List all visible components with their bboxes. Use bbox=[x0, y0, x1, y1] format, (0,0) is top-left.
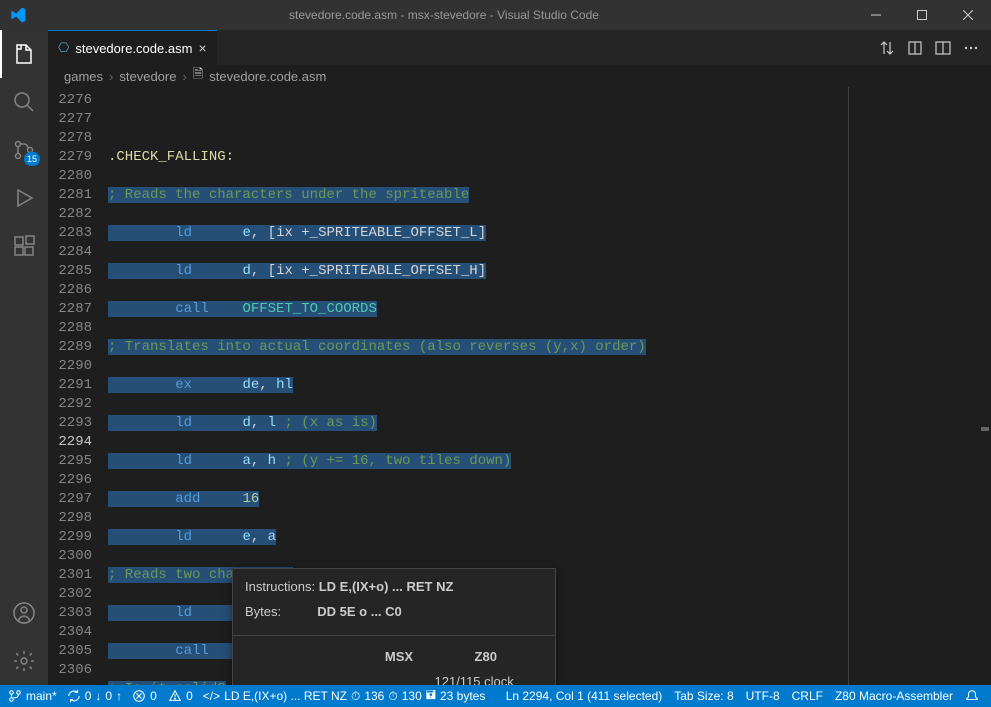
tab-size-status[interactable]: Tab Size: 8 bbox=[674, 689, 733, 703]
tab-filename: stevedore.code.asm bbox=[75, 41, 192, 56]
hover-tooltip: Instructions: LD E,(IX+o) ... RET NZ Byt… bbox=[232, 568, 556, 685]
open-changes-icon[interactable] bbox=[907, 40, 923, 56]
notifications-icon[interactable] bbox=[965, 689, 979, 703]
problems-status[interactable]: 0 0 bbox=[132, 689, 193, 703]
chevron-right-icon: › bbox=[182, 69, 186, 84]
tab-close-icon[interactable]: × bbox=[198, 40, 206, 56]
close-button[interactable] bbox=[945, 0, 991, 30]
tooltip-bytes-value: DD 5E o ... C0 bbox=[317, 602, 402, 621]
editor-tabs: ⎔ stevedore.code.asm × bbox=[48, 30, 991, 65]
editor-area: ⎔ stevedore.code.asm × games › stevedore… bbox=[48, 30, 991, 685]
tooltip-instructions-label: Instructions: bbox=[245, 577, 315, 596]
line-number-gutter: 2276227722782279228022812282228322842285… bbox=[48, 87, 108, 685]
file-type-icon: ⎔ bbox=[58, 40, 69, 56]
search-icon[interactable] bbox=[0, 78, 48, 126]
editor-actions bbox=[879, 30, 991, 65]
tooltip-instructions-value: LD E,(IX+o) ... RET NZ bbox=[319, 577, 454, 596]
z80-extension-status[interactable]: </> LD E,(IX+o) ... RET NZ ⏱136 ⏱130 🖬 2… bbox=[203, 686, 486, 707]
compare-icon[interactable] bbox=[879, 40, 895, 56]
file-icon: 🗎 bbox=[193, 65, 203, 87]
breadcrumb-segment[interactable]: stevedore bbox=[119, 69, 176, 84]
minimize-button[interactable] bbox=[853, 0, 899, 30]
window-controls bbox=[853, 0, 991, 30]
source-control-icon[interactable]: 15 bbox=[0, 126, 48, 174]
maximize-button[interactable] bbox=[899, 0, 945, 30]
tooltip-timing-table: MSXZ80 Aggregated timing:136/130121/115 … bbox=[245, 644, 543, 685]
breadcrumb-segment[interactable]: stevedore.code.asm bbox=[209, 69, 326, 84]
activity-bar: 15 bbox=[0, 30, 48, 685]
language-mode-status[interactable]: Z80 Macro-Assembler bbox=[835, 689, 953, 703]
title-bar: stevedore.code.asm - msx-stevedore - Vis… bbox=[0, 0, 991, 30]
cursor-position-status[interactable]: Ln 2294, Col 1 (411 selected) bbox=[506, 689, 663, 703]
tooltip-bytes-label: Bytes: bbox=[245, 602, 281, 621]
breadcrumb-segment[interactable]: games bbox=[64, 69, 103, 84]
scm-badge: 15 bbox=[24, 152, 40, 166]
extensions-icon[interactable] bbox=[0, 222, 48, 270]
breadcrumbs[interactable]: games › stevedore › 🗎 stevedore.code.asm bbox=[48, 65, 991, 87]
code-editor[interactable]: 2276227722782279228022812282228322842285… bbox=[48, 87, 991, 685]
accounts-icon[interactable] bbox=[0, 589, 48, 637]
vscode-icon bbox=[0, 7, 35, 23]
encoding-status[interactable]: UTF-8 bbox=[746, 689, 780, 703]
git-sync-status[interactable]: 0↓ 0↑ bbox=[67, 689, 122, 703]
chevron-right-icon: › bbox=[109, 69, 113, 84]
split-editor-icon[interactable] bbox=[935, 40, 951, 56]
git-branch-status[interactable]: main* bbox=[8, 689, 57, 703]
more-actions-icon[interactable] bbox=[963, 40, 979, 56]
run-debug-icon[interactable] bbox=[0, 174, 48, 222]
settings-gear-icon[interactable] bbox=[0, 637, 48, 685]
explorer-icon[interactable] bbox=[0, 30, 48, 78]
eol-status[interactable]: CRLF bbox=[792, 689, 823, 703]
minimap[interactable] bbox=[977, 87, 991, 685]
window-title: stevedore.code.asm - msx-stevedore - Vis… bbox=[35, 8, 853, 22]
file-tab[interactable]: ⎔ stevedore.code.asm × bbox=[48, 30, 217, 65]
status-bar: main* 0↓ 0↑ 0 0 </> LD E,(IX+o) ... RET … bbox=[0, 685, 991, 707]
